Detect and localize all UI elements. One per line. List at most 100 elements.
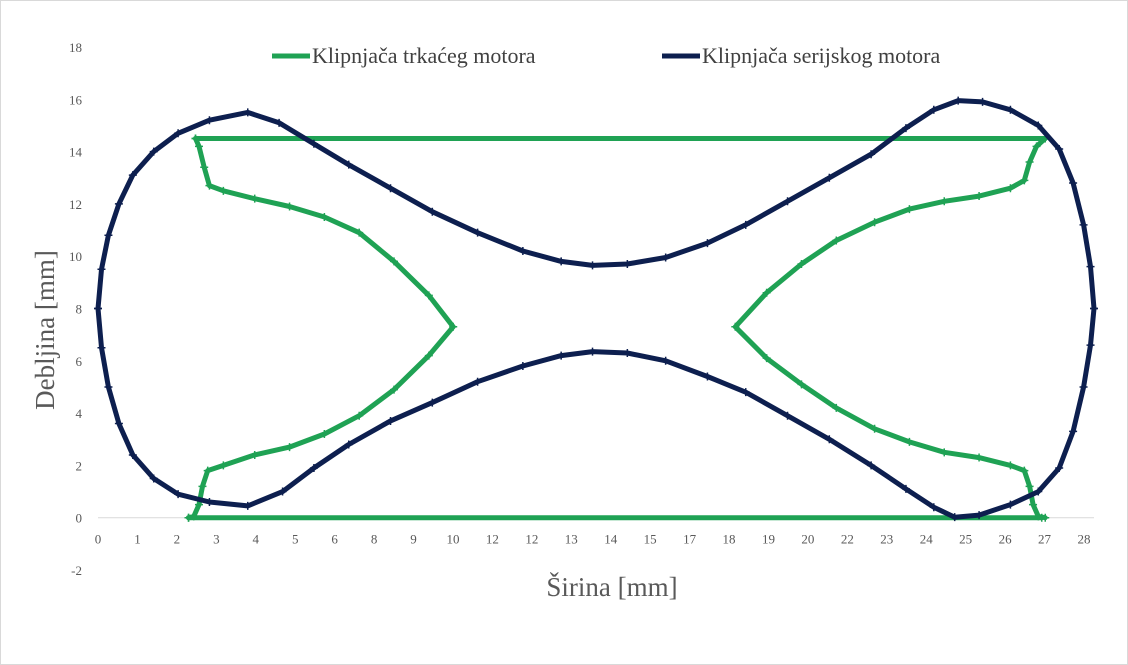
series-point: [1034, 512, 1043, 521]
y-tick-label: 8: [76, 302, 83, 317]
series-point: [1086, 262, 1095, 271]
series-point: [149, 147, 158, 156]
series-point: [703, 239, 712, 248]
series-point: [97, 343, 106, 352]
y-tick-label: 4: [76, 406, 83, 421]
series-point: [344, 440, 353, 449]
series-point: [449, 322, 458, 331]
x-tick-label: 0: [95, 532, 102, 547]
series-point: [1029, 500, 1038, 509]
series-point: [1055, 464, 1064, 473]
series-point: [1086, 341, 1095, 350]
series-point: [557, 257, 566, 266]
x-tick-label: 22: [841, 532, 854, 547]
legend-label: Klipnjača trkaćeg motora: [312, 43, 536, 68]
series-point: [901, 124, 910, 133]
series-point: [975, 453, 984, 462]
x-tick-label: 28: [1078, 532, 1091, 547]
series-point: [243, 108, 252, 117]
series-point: [473, 228, 482, 237]
series-point: [825, 173, 834, 182]
x-tick-label: 6: [331, 532, 338, 547]
series-point: [954, 96, 963, 105]
series-point: [285, 202, 294, 211]
series-point: [940, 197, 949, 206]
x-tick-label: 26: [999, 532, 1013, 547]
series-point: [1006, 461, 1015, 470]
series-point: [104, 382, 113, 391]
series-point: [473, 377, 482, 386]
y-axis-ticks: -2 0 2 4 6 8 10 12 14 16 18: [69, 40, 83, 578]
series-point: [189, 512, 198, 521]
series-point: [424, 351, 433, 360]
series-point: [1025, 482, 1034, 491]
series-point: [825, 435, 834, 444]
series-point: [174, 129, 183, 138]
series-point: [783, 411, 792, 420]
series-point: [975, 511, 984, 520]
series-point: [243, 501, 252, 510]
y-tick-label: 14: [69, 145, 83, 160]
x-tick-label: 18: [723, 532, 736, 547]
series-point: [1006, 105, 1015, 114]
series-point: [867, 461, 876, 470]
series-point: [203, 466, 212, 475]
series-point: [390, 257, 399, 266]
series-point: [1079, 220, 1088, 229]
x-tick-label: 8: [371, 532, 378, 547]
series-point: [1006, 500, 1015, 509]
series-point: [588, 261, 597, 270]
x-axis-title: Širina [mm]: [546, 572, 677, 602]
series-point: [285, 443, 294, 452]
series-point: [762, 288, 771, 297]
series-point: [741, 388, 750, 397]
y-tick-label: -2: [71, 563, 82, 578]
series-point: [250, 194, 259, 203]
y-tick-label: 10: [69, 249, 82, 264]
x-tick-label: 19: [762, 532, 775, 547]
series-point: [731, 322, 740, 331]
series-point: [149, 474, 158, 483]
series-point: [950, 513, 959, 522]
series-point: [194, 142, 203, 151]
series-point: [975, 192, 984, 201]
x-tick-label: 27: [1038, 532, 1052, 547]
series-point: [1055, 144, 1064, 153]
y-tick-label: 12: [69, 197, 82, 212]
x-tick-label: 9: [410, 532, 417, 547]
series-point: [905, 205, 914, 214]
series-point: [200, 163, 209, 172]
series-point: [703, 372, 712, 381]
series-point: [219, 186, 228, 195]
x-tick-label: 1: [134, 532, 141, 547]
x-tick-label: 20: [801, 532, 814, 547]
series-point: [191, 134, 200, 143]
series-point: [867, 150, 876, 159]
series-point: [205, 498, 214, 507]
series-point: [428, 207, 437, 216]
x-tick-label: 5: [292, 532, 299, 547]
series-point: [344, 160, 353, 169]
x-tick-label: 10: [446, 532, 459, 547]
series-point: [870, 424, 879, 433]
y-tick-label: 18: [69, 40, 82, 55]
legend-label: Klipnjača serijskog motora: [702, 43, 941, 68]
x-tick-label: 4: [253, 532, 260, 547]
series-point: [205, 116, 214, 125]
series-point: [320, 430, 329, 439]
y-axis-title: Debljina [mm]: [30, 250, 60, 410]
series-point: [832, 236, 841, 245]
series-point: [1032, 142, 1041, 151]
series-point: [870, 218, 879, 227]
x-tick-label: 13: [565, 532, 578, 547]
series-point: [1079, 382, 1088, 391]
series-point: [355, 228, 364, 237]
series-serial-line: [95, 98, 1097, 311]
series-point: [929, 105, 938, 114]
plot-area: [94, 96, 1098, 522]
series-point: [1020, 176, 1029, 185]
series-point: [386, 416, 395, 425]
series-point: [309, 139, 318, 148]
series-point: [1041, 513, 1050, 522]
